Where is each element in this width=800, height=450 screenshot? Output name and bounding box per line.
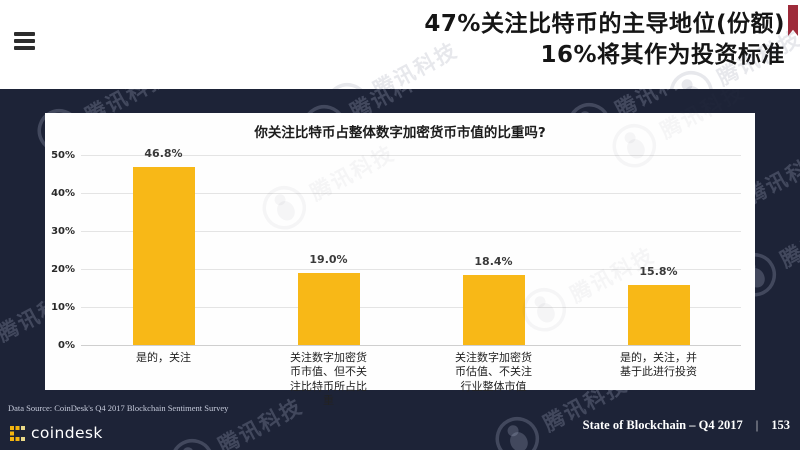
tencent-penguin-icon (325, 82, 370, 89)
bars-row: 46.8% 是的，关注 19.0% 关注数字加密货币市值、但不关注比特币所占比重 18.… (81, 147, 741, 407)
gridline (81, 193, 741, 194)
y-axis-tick: 10% (51, 302, 75, 313)
bar (132, 167, 195, 345)
y-axis-tick: 30% (51, 226, 75, 237)
page-number: 153 (771, 418, 790, 432)
gridline (81, 155, 741, 156)
category-label: 关注数字加密货币估值、不关注行业整体市值 (455, 351, 532, 393)
gridline (81, 269, 741, 270)
watermark-text: 腾讯科技 (776, 207, 800, 272)
report-footer: State of Blockchain – Q4 2017 | 153 (583, 418, 790, 433)
y-axis-tick: 20% (51, 264, 75, 275)
gridline (81, 231, 741, 232)
bar (297, 272, 360, 345)
footer-separator: | (755, 418, 759, 432)
category-label: 关注数字加密货币市值、但不关注比特币所占比重 (290, 351, 367, 407)
chart-title: 你关注比特币占整体数字加密货币市值的比重吗? (254, 125, 546, 141)
category-label: 是的，关注，并基于此进行投资 (620, 351, 697, 379)
tencent-penguin-icon (170, 438, 215, 450)
bar (462, 275, 525, 345)
headline-line2: 16%将其作为投资标准 (540, 42, 785, 68)
bar-column: 19.0% 关注数字加密货币市值、但不关注比特币所占比重 (246, 155, 411, 407)
hamburger-menu-icon[interactable] (14, 32, 35, 50)
y-axis-tick: 0% (58, 340, 75, 351)
brand-name: coindesk (31, 424, 103, 442)
tencent-penguin-icon (0, 317, 3, 381)
bar-column: 18.4% 关注数字加密货币估值、不关注行业整体市值 (411, 155, 576, 393)
category-label: 是的，关注 (136, 351, 191, 364)
report-title: State of Blockchain – Q4 2017 (582, 418, 743, 432)
data-source-note: Data Source: CoinDesk's Q4 2017 Blockcha… (8, 403, 229, 413)
bar-column: 46.8% 是的，关注 (81, 147, 246, 364)
header: 腾讯科技 腾讯科技 47%关注比特币的主导地位(份额) 16%将其作为投资标准 (0, 0, 800, 89)
headline-line1: 47%关注比特币的主导地位(份额) (424, 11, 785, 37)
y-axis-tick: 50% (51, 150, 75, 161)
bar-value-label: 15.8% (639, 264, 678, 278)
gridline (81, 307, 741, 308)
bar-chart: 50% 40% 30% 20% 10% 0% 46.8% 是的，关注 19.0% 关注数字加密货币… (51, 147, 741, 407)
headline: 47%关注比特币的主导地位(份额) 16%将其作为投资标准 (424, 9, 785, 71)
coindesk-icon (10, 425, 25, 441)
chart-panel: 你关注比特币占整体数字加密货币市值的比重吗? 50% 40% 30% 20% 10% 0%… (45, 79, 755, 407)
bookmark-ribbon-icon (788, 5, 798, 36)
bar (627, 284, 690, 345)
coindesk-logo: coindesk (10, 424, 103, 442)
bar-value-label: 46.8% (144, 147, 183, 161)
y-axis-tick: 40% (51, 188, 75, 199)
bar-value-label: 19.0% (309, 252, 348, 266)
bar-column: 15.8% 是的，关注，并基于此进行投资 (576, 155, 741, 378)
bar-value-label: 18.4% (474, 255, 513, 269)
gridline (81, 345, 741, 346)
tencent-penguin-icon (495, 416, 540, 450)
